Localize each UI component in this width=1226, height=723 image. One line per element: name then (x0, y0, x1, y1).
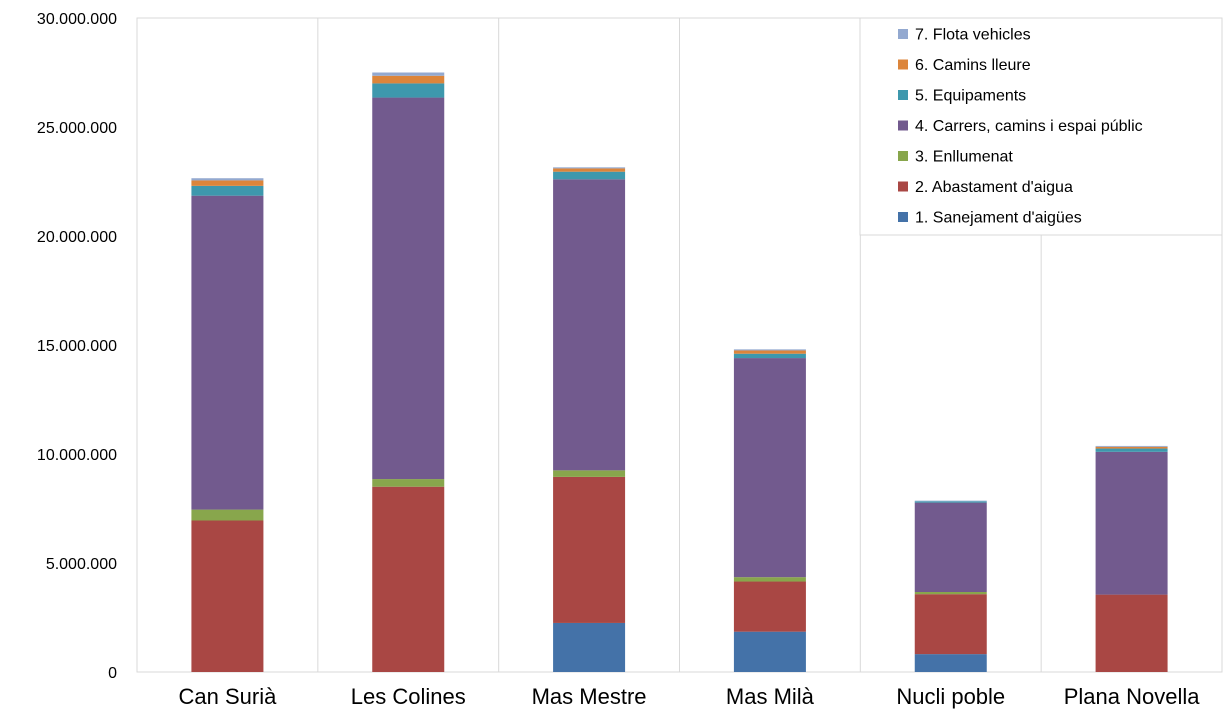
bar-segment (553, 476, 626, 623)
bar-segment (191, 180, 264, 186)
legend: 7. Flota vehicles 6. Camins lleure 5. Equi… (859, 17, 1223, 236)
bar-segment (191, 509, 264, 521)
legend-label: 7. Flota vehicles (915, 27, 1031, 44)
legend-swatch (898, 120, 908, 131)
bar-segment (914, 591, 987, 595)
bar-segment (733, 350, 806, 354)
bar-segment (372, 486, 445, 672)
legend-box (859, 17, 1223, 236)
bar-segment (553, 168, 626, 172)
bar-segment (553, 171, 626, 180)
bar-segment (733, 631, 806, 672)
legend-swatch (898, 29, 908, 39)
y-tick-label: 20.000.000 (37, 229, 117, 246)
bar-segment (914, 501, 987, 503)
bar-segment (914, 502, 987, 592)
bar-segment (191, 178, 264, 181)
y-tick-label: 5.000.000 (46, 556, 117, 573)
y-tick-label: 15.000.000 (37, 338, 117, 355)
bar-segment (553, 179, 626, 471)
bar-segment (733, 358, 806, 578)
axis-layer: 0 5.000.000 10.000.000 15.000.000 20.000.000… (37, 11, 1200, 709)
y-tick-label: 30.000.000 (37, 11, 117, 28)
bar-segment (372, 83, 445, 98)
bar-segment (372, 75, 445, 84)
legend-swatch (898, 90, 908, 100)
legend-swatch (898, 212, 908, 222)
legend-label: 3. Enllumenat (915, 149, 1013, 166)
bar-segment (1095, 446, 1168, 449)
bar-segment (1095, 445, 1168, 447)
y-tick-label: 25.000.000 (37, 120, 117, 137)
bar-segment (191, 520, 264, 672)
bar-segment (553, 470, 626, 477)
bar-segment (733, 577, 806, 582)
x-tick-label: Les Colines (351, 684, 466, 709)
bar-segment (372, 479, 445, 487)
legend-label: 6. Camins lleure (915, 57, 1031, 74)
bar-segment (1095, 594, 1168, 672)
x-tick-label: Mas Mestre (532, 684, 647, 709)
bar-segment (914, 654, 987, 672)
legend-label: 5. Equipaments (915, 88, 1026, 105)
bar-segment (553, 622, 626, 672)
x-tick-label: Can Surià (178, 684, 277, 709)
bar-segment (372, 72, 445, 76)
legend-swatch (898, 181, 908, 192)
legend-swatch (898, 151, 908, 161)
bar-segment (733, 349, 806, 351)
bar-segment (733, 353, 806, 359)
legend-label: 4. Carrers, camins i espai públic (915, 118, 1143, 135)
y-tick-label: 10.000.000 (37, 447, 117, 464)
x-tick-label: Mas Milà (726, 684, 815, 709)
bar-segment (914, 500, 987, 502)
y-tick-label: 0 (108, 665, 117, 682)
legend-label: 1. Sanejament d'aigües (915, 210, 1082, 227)
bar-segment (191, 185, 264, 196)
bar-segment (733, 581, 806, 632)
x-tick-label: Plana Novella (1064, 684, 1201, 709)
bar-segment (191, 195, 264, 510)
bar-segment (1095, 451, 1168, 595)
bars-layer (191, 72, 1168, 672)
bar-segment (1095, 448, 1168, 452)
bar-segment (553, 167, 626, 169)
legend-swatch (898, 59, 908, 70)
x-tick-label: Nucli poble (896, 684, 1005, 709)
legend-label: 2. Abastament d'aigua (915, 179, 1073, 196)
bar-segment (372, 97, 445, 480)
bar-segment (914, 594, 987, 655)
